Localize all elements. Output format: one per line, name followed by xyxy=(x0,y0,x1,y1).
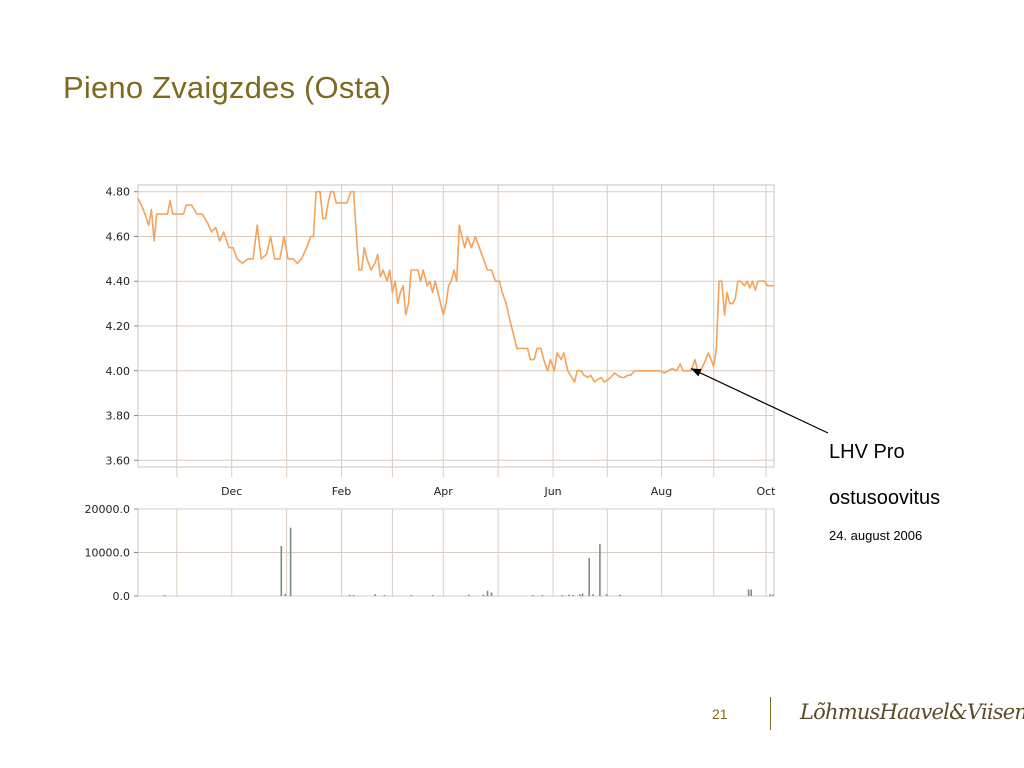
volume-bar xyxy=(592,594,594,596)
price-y-tick-label: 4.80 xyxy=(106,186,131,199)
slide-title: Pieno Zvaigzdes (Osta) xyxy=(63,70,392,105)
volume-gridlines xyxy=(138,508,774,597)
volume-bars xyxy=(164,527,774,597)
price-x-axis: Dec Feb Apr Jun Aug Oct xyxy=(176,467,776,498)
volume-bar xyxy=(747,589,750,596)
price-y-tick-label: 4.20 xyxy=(106,320,131,333)
volume-bar xyxy=(769,594,771,596)
annotation-date: 24. august 2006 xyxy=(829,528,923,543)
volume-bar xyxy=(284,593,287,596)
volume-panel: 20000.0 10000.0 0.0 xyxy=(85,503,775,603)
volume-bar xyxy=(619,594,621,596)
volume-bar xyxy=(482,594,485,596)
annotation-subtitle: ostusoovitus xyxy=(829,487,941,509)
volume-bar xyxy=(750,589,752,596)
volume-bar xyxy=(490,592,493,596)
price-x-tick-label: Aug xyxy=(651,485,672,498)
volume-bar xyxy=(164,595,166,597)
annotation-line xyxy=(690,367,829,434)
price-y-tick-label: 3.60 xyxy=(106,454,131,467)
volume-bar xyxy=(383,595,386,597)
price-x-tick-label: Feb xyxy=(332,485,351,498)
price-x-tick-label: Apr xyxy=(434,485,454,498)
price-x-tick-label: Oct xyxy=(756,485,776,498)
volume-bar xyxy=(605,594,608,596)
volume-bar xyxy=(541,595,544,597)
volume-bar xyxy=(486,590,489,596)
price-y-tick-label: 4.40 xyxy=(106,275,131,288)
volume-bar xyxy=(579,594,581,596)
volume-bar xyxy=(280,546,283,596)
volume-y-tick-label: 10000.0 xyxy=(85,547,131,560)
price-x-tick-label: Dec xyxy=(221,485,242,498)
price-y-tick-label: 4.60 xyxy=(106,230,131,243)
volume-bar xyxy=(431,595,434,597)
volume-bar xyxy=(561,595,564,597)
annotation-title: LHV Pro xyxy=(829,441,905,463)
volume-bar xyxy=(467,594,470,596)
volume-bar xyxy=(410,595,412,597)
volume-y-axis: 20000.0 10000.0 0.0 xyxy=(85,503,138,603)
price-y-tick-label: 3.80 xyxy=(106,410,131,423)
page-number: 21 xyxy=(712,706,728,722)
price-x-tick-label: Jun xyxy=(543,485,561,498)
volume-bar xyxy=(348,594,351,596)
volume-y-tick-label: 20000.0 xyxy=(85,503,131,516)
price-panel: 4.80 4.60 4.40 4.20 4.00 3.80 3.60 Dec Feb Apr Ju… xyxy=(106,184,776,498)
price-line xyxy=(137,190,774,383)
volume-y-tick-label: 0.0 xyxy=(113,590,131,603)
volume-bar xyxy=(599,544,601,596)
price-y-tick-label: 4.00 xyxy=(106,365,131,378)
price-y-axis: 4.80 4.60 4.40 4.20 4.00 3.80 3.60 xyxy=(106,186,138,467)
volume-bar xyxy=(289,527,292,596)
volume-bar xyxy=(581,593,584,596)
volume-bar xyxy=(374,594,376,596)
volume-bar xyxy=(568,594,570,596)
volume-bar xyxy=(532,595,534,597)
footer-separator xyxy=(770,697,771,730)
volume-bar xyxy=(588,558,590,596)
company-logo: LõhmusHaavel&Viisemann xyxy=(800,700,1024,724)
volume-bar xyxy=(572,595,574,597)
volume-bar xyxy=(771,594,774,596)
arrowhead-icon xyxy=(690,368,702,377)
annotation-arrow xyxy=(690,367,829,434)
volume-bar xyxy=(352,595,355,597)
price-gridlines xyxy=(138,185,774,467)
